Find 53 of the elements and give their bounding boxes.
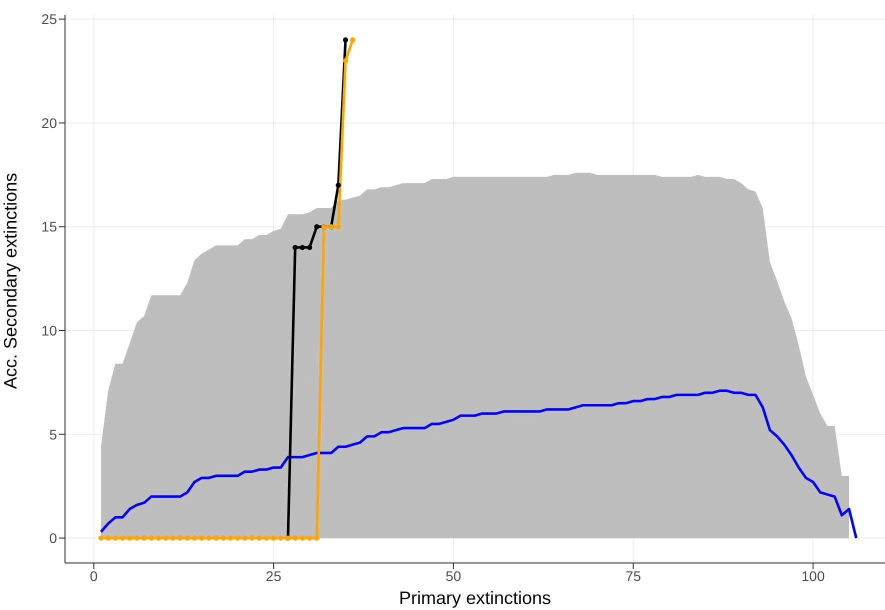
point [127, 535, 132, 541]
point [300, 244, 305, 250]
point [264, 535, 270, 541]
point [314, 224, 320, 230]
point [336, 182, 341, 188]
point [112, 535, 118, 541]
point [300, 535, 305, 541]
point [342, 37, 348, 43]
point [342, 58, 348, 64]
point [220, 535, 226, 541]
point [134, 535, 140, 541]
x-tick-label: 100 [801, 568, 825, 584]
point [336, 224, 341, 230]
point [192, 535, 198, 541]
y-tick-label: 25 [41, 11, 58, 28]
point [199, 535, 204, 541]
point [292, 244, 298, 250]
point [228, 535, 234, 541]
y-tick-label: 0 [49, 530, 58, 546]
x-tick-label: 50 [446, 568, 462, 584]
point [306, 535, 312, 541]
x-tick-label: 25 [266, 568, 282, 584]
point [278, 535, 284, 541]
point [120, 535, 126, 541]
point [314, 535, 320, 541]
point [170, 535, 176, 541]
x-tick-label: 0 [90, 568, 98, 584]
x-tick-label: 75 [625, 568, 642, 584]
point [292, 535, 298, 541]
y-tick-label: 5 [49, 426, 58, 442]
y-tick-label: 15 [41, 218, 58, 235]
y-tick-label: 20 [41, 114, 58, 131]
point [106, 535, 111, 541]
point [235, 535, 240, 541]
point [213, 535, 219, 541]
point [98, 535, 104, 541]
point [256, 535, 262, 541]
line-series [100, 389, 858, 540]
point [156, 535, 162, 541]
x-axis-title: Primary extinctions [398, 588, 552, 608]
y-tick-label: 10 [41, 322, 58, 338]
point [142, 535, 147, 541]
point [206, 535, 212, 541]
point [242, 535, 248, 541]
point [163, 535, 168, 541]
point [350, 37, 356, 43]
point [270, 535, 276, 541]
point [184, 535, 190, 541]
point [148, 535, 154, 541]
y-axis-title: Acc. Secondary extinctions [0, 172, 20, 389]
point [306, 244, 312, 250]
point [177, 535, 183, 541]
point [249, 535, 255, 541]
